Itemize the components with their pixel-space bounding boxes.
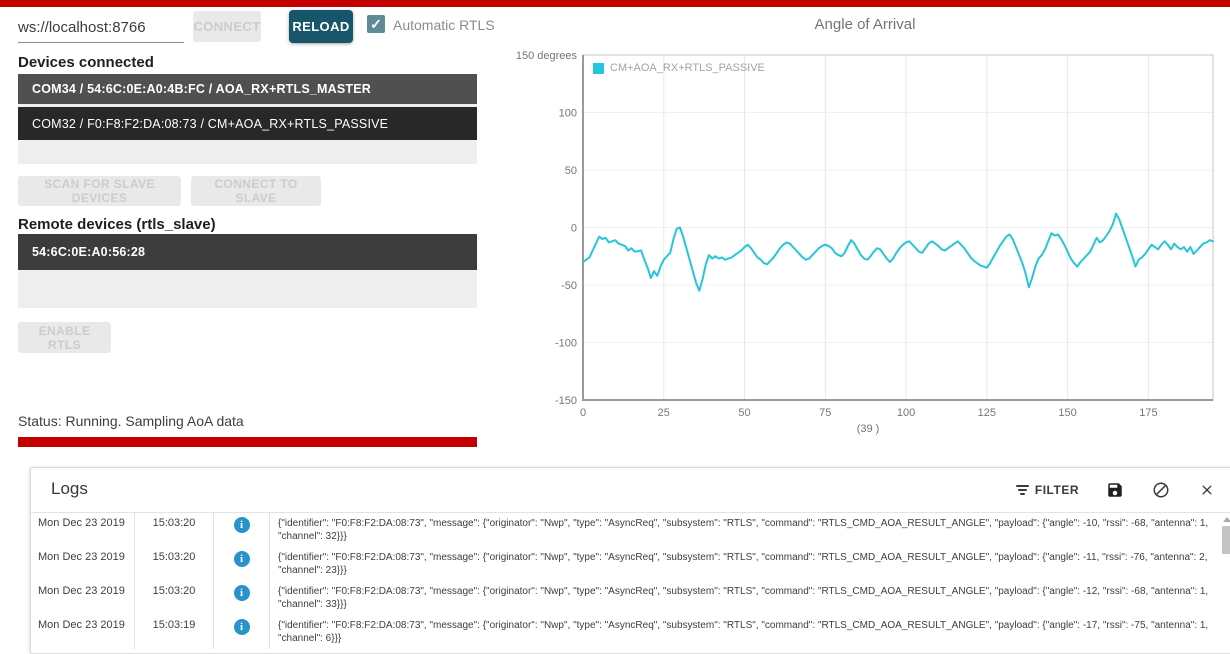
svg-text:50: 50 [738,407,750,419]
svg-text:100: 100 [897,407,915,419]
log-icon-cell: i [214,581,270,615]
info-icon: i [234,551,250,567]
log-message: {"identifier": "F0:F8:F2:DA:08:73", "mes… [270,513,1230,547]
svg-text:150: 150 [1058,407,1076,419]
close-icon [1199,482,1215,498]
top-accent-bar [0,0,1230,7]
log-date: Mon Dec 23 2019 [31,581,135,615]
devices-connected-title: Devices connected [18,54,154,71]
logs-scrollbar[interactable] [1221,514,1230,652]
log-message: {"identifier": "F0:F8:F2:DA:08:73", "mes… [270,547,1230,581]
filter-icon [1016,485,1029,495]
log-date: Mon Dec 23 2019 [31,615,135,649]
log-message: {"identifier": "F0:F8:F2:DA:08:73", "mes… [270,581,1230,615]
connect-to-slave-button[interactable]: CONNECT TO SLAVE [191,176,321,206]
svg-text:-150: -150 [555,395,577,407]
log-time: 15:03:20 [135,513,214,547]
info-icon: i [234,517,250,533]
svg-text:0: 0 [580,407,586,419]
clear-logs-button[interactable] [1151,480,1171,500]
automatic-rtls-label: Automatic RTLS [393,17,495,33]
status-text: Status: Running. Sampling AoA data [18,413,244,429]
websocket-url-input[interactable] [18,14,184,43]
log-time: 15:03:20 [135,581,214,615]
remote-device-list-item[interactable]: 54:6C:0E:A0:56:28 [18,234,477,270]
devices-connected-list: COM34 / 54:6C:0E:A0:4B:FC / AOA_RX+RTLS_… [18,74,477,164]
svg-text:125: 125 [978,407,996,419]
svg-text:(39 ): (39 ) [857,423,880,435]
log-time: 15:03:20 [135,547,214,581]
svg-text:175: 175 [1139,407,1157,419]
scan-for-slave-devices-button[interactable]: SCAN FOR SLAVE DEVICES [18,176,181,206]
logs-header: Logs FILTER [31,468,1230,513]
close-logs-button[interactable] [1197,480,1217,500]
svg-text:-50: -50 [561,280,577,292]
logs-title: Logs [51,479,88,499]
scroll-up-icon[interactable] [1223,517,1230,522]
device-list-item[interactable]: COM34 / 54:6C:0E:A0:4B:FC / AOA_RX+RTLS_… [18,74,477,104]
reload-button[interactable]: RELOAD [289,10,353,43]
remote-devices-title: Remote devices (rtls_slave) [18,216,216,233]
checkmark-icon: ✓ [370,17,382,31]
enable-rtls-button[interactable]: ENABLE RTLS [18,322,111,353]
logs-panel: Logs FILTER [30,467,1230,654]
log-icon-cell: i [214,513,270,547]
svg-text:75: 75 [819,407,831,419]
svg-text:150 degrees: 150 degrees [516,50,578,62]
log-date: Mon Dec 23 2019 [31,547,135,581]
svg-text:100: 100 [559,108,577,120]
log-icon-cell: i [214,547,270,581]
log-time: 15:03:19 [135,615,214,649]
save-icon [1106,481,1124,499]
log-date: Mon Dec 23 2019 [31,513,135,547]
info-icon: i [234,585,250,601]
automatic-rtls-checkbox[interactable]: ✓ [367,15,385,33]
status-accent-bar [18,437,477,447]
svg-text:50: 50 [565,165,577,177]
chart-title: Angle of Arrival [500,16,1230,33]
svg-text:0: 0 [571,223,577,235]
legend-swatch-icon [593,63,604,74]
filter-button[interactable]: FILTER [1016,483,1079,497]
svg-text:25: 25 [658,407,670,419]
block-icon [1152,481,1170,499]
scrollbar-thumb[interactable] [1222,526,1230,554]
connect-button[interactable]: CONNECT [193,11,261,42]
svg-text:-100: -100 [555,338,577,350]
chart-legend: CM+AOA_RX+RTLS_PASSIVE [593,62,765,74]
log-message: {"identifier": "F0:F8:F2:DA:08:73", "mes… [270,615,1230,649]
save-logs-button[interactable] [1105,480,1125,500]
info-icon: i [234,619,250,635]
legend-label: CM+AOA_RX+RTLS_PASSIVE [610,62,765,74]
device-list-item[interactable]: COM32 / F0:F8:F2:DA:08:73 / CM+AOA_RX+RT… [18,107,477,140]
remote-devices-list: 54:6C:0E:A0:56:28 [18,234,477,308]
log-icon-cell: i [214,615,270,649]
filter-label: FILTER [1035,483,1079,497]
